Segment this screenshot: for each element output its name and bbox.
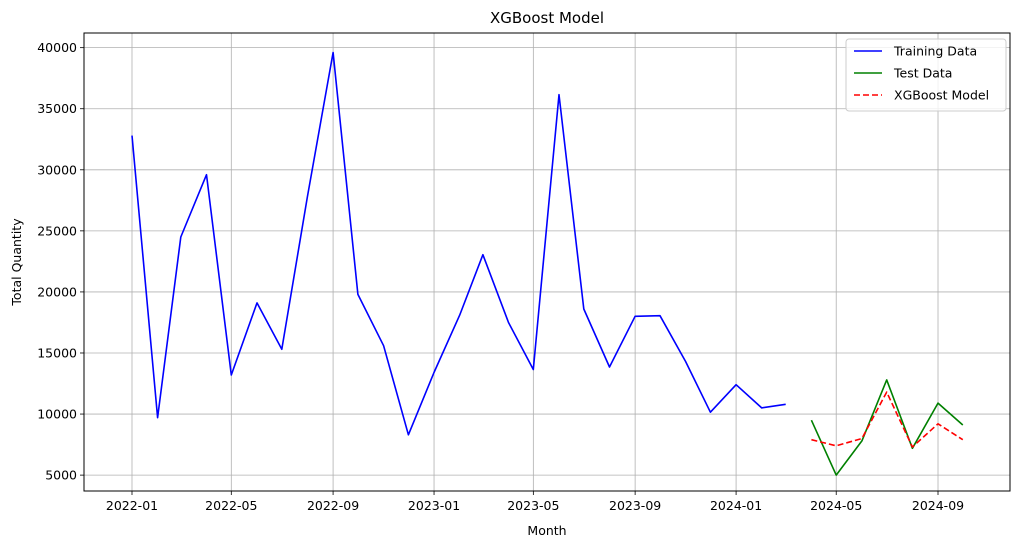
- legend: Training Data Test Data XGBoost Model: [845, 38, 1007, 112]
- legend-label: Test Data: [893, 66, 952, 81]
- y-tick-label: 35000: [37, 101, 77, 116]
- y-axis-ticks: 5000 10000 15000 20000 25000 30000 35000 40000: [37, 40, 84, 483]
- y-tick-label: 5000: [45, 468, 77, 483]
- legend-frame: [845, 38, 1007, 112]
- chart-title: XGBoost Model: [490, 9, 604, 27]
- legend-label: Training Data: [893, 44, 977, 59]
- series-line-test-data: [810, 379, 964, 476]
- x-axis-title: Month: [527, 523, 566, 538]
- y-tick-label: 30000: [37, 162, 77, 177]
- x-tick-label: 2024-05: [810, 498, 862, 513]
- y-tick-label: 20000: [37, 284, 77, 299]
- legend-label: XGBoost Model: [894, 88, 989, 103]
- x-tick-label: 2024-01: [710, 498, 762, 513]
- x-tick-label: 2022-05: [205, 498, 257, 513]
- x-tick-label: 2023-01: [408, 498, 460, 513]
- y-tick-label: 10000: [37, 407, 77, 422]
- x-tick-label: 2022-09: [307, 498, 359, 513]
- y-tick-label: 15000: [37, 345, 77, 360]
- x-tick-label: 2023-09: [609, 498, 661, 513]
- x-axis-ticks: 2022-01 2022-05 2022-09 2023-01 2023-05 2023-…: [106, 491, 964, 513]
- x-tick-label: 2022-01: [106, 498, 158, 513]
- series-lines: [131, 51, 964, 476]
- series-line-training-data: [131, 51, 786, 436]
- series-line-xgboost-model: [811, 391, 964, 448]
- y-tick-label: 40000: [37, 40, 77, 55]
- x-tick-label: 2023-05: [507, 498, 559, 513]
- y-axis-title: Total Quantity: [9, 218, 24, 307]
- plot-frame: [83, 32, 1011, 492]
- x-tick-label: 2024-09: [912, 498, 964, 513]
- y-tick-label: 25000: [37, 223, 77, 238]
